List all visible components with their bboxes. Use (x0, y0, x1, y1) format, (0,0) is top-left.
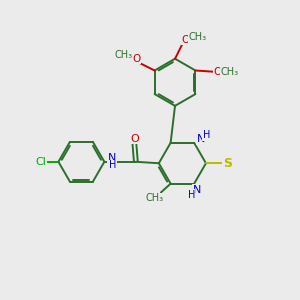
Text: H: H (109, 160, 116, 170)
Text: O: O (132, 54, 140, 64)
Text: H: H (203, 130, 210, 140)
Text: CH₃: CH₃ (146, 194, 164, 203)
Text: H: H (188, 190, 195, 200)
Text: N: N (196, 134, 205, 144)
Text: O: O (213, 67, 222, 77)
Text: CH₃: CH₃ (220, 67, 238, 77)
Text: Cl: Cl (35, 157, 46, 167)
Text: N: N (193, 185, 201, 195)
Text: O: O (130, 134, 139, 144)
Text: N: N (108, 153, 116, 163)
Text: S: S (223, 157, 232, 170)
Text: O: O (182, 34, 190, 45)
Text: CH₃: CH₃ (189, 32, 207, 42)
Text: CH₃: CH₃ (114, 50, 132, 60)
